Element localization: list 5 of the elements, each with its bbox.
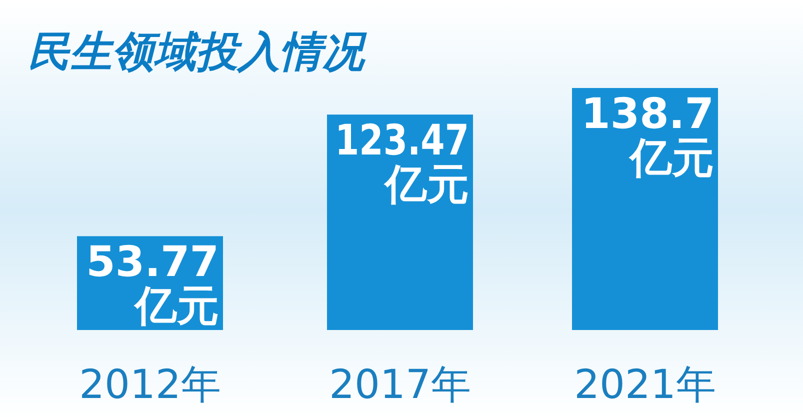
- data-label: 138.7亿元: [581, 89, 714, 182]
- x-tick-label: 2021年: [574, 362, 716, 408]
- x-tick-label: 2017年: [329, 362, 471, 408]
- x-tick-label: 2012年: [79, 362, 221, 408]
- data-label: 123.47亿元: [335, 116, 498, 209]
